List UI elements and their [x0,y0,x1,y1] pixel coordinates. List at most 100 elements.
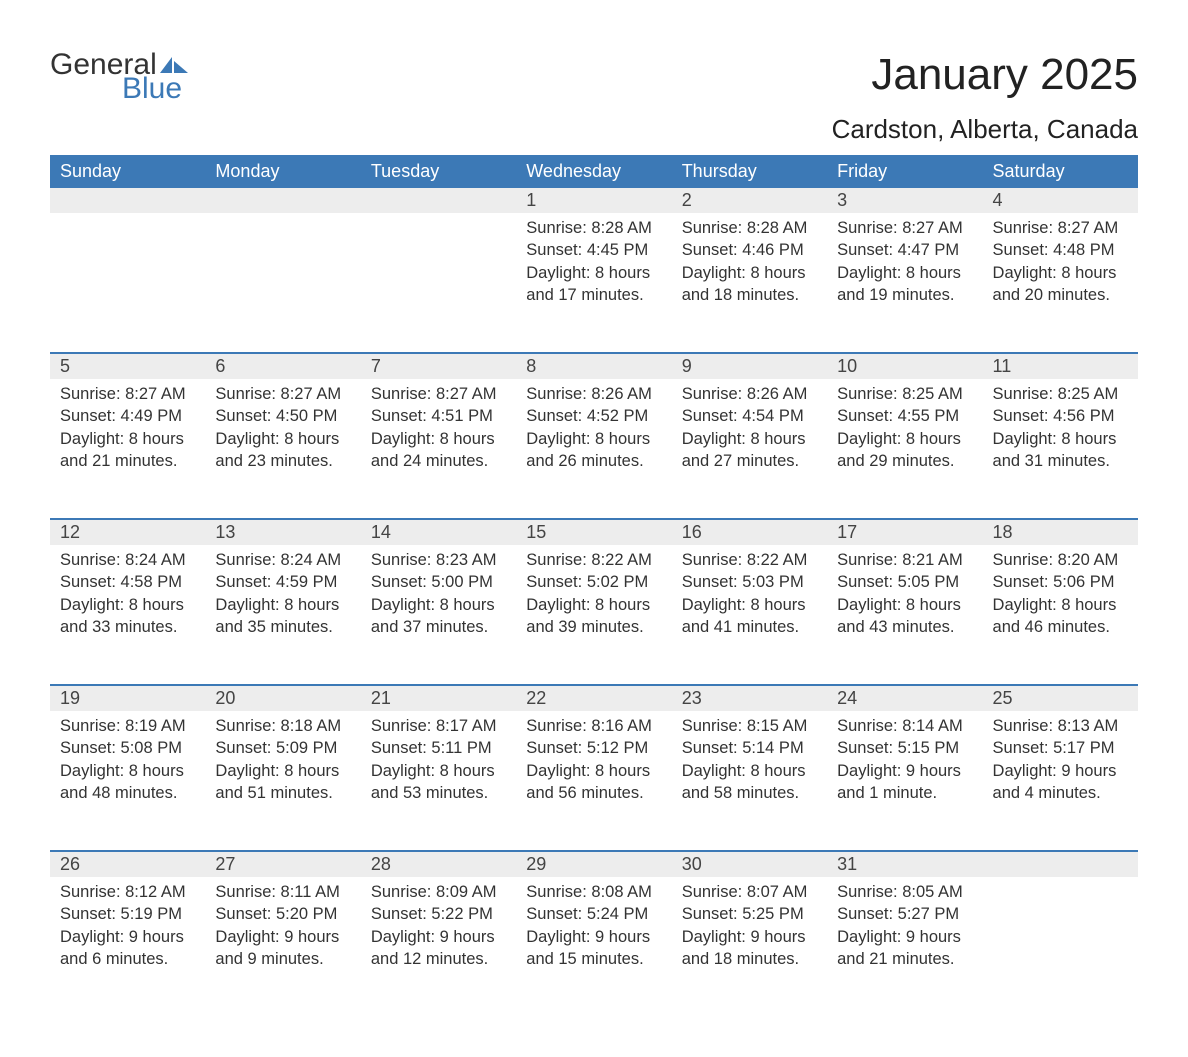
day-content-cell: Sunrise: 8:15 AMSunset: 5:14 PMDaylight:… [672,711,827,851]
sunrise-line-value: 8:27 AM [281,385,342,403]
daylight-line-1-label: Daylight: [371,596,440,614]
daylight-line-1-value: 9 hours [129,928,184,946]
daylight-line-2-value: and 26 minutes. [526,452,643,470]
daylight-line-1-label: Daylight: [526,762,595,780]
sunrise-line: Sunrise: 8:26 AM [526,383,661,405]
daylight-line-1-label: Daylight: [371,762,440,780]
daylight-line-2: and 53 minutes. [371,782,506,804]
daylight-line-2: and 31 minutes. [993,450,1128,472]
sunset-line-value: 4:46 PM [742,241,803,259]
daylight-line-2-value: and 37 minutes. [371,618,488,636]
brand-word-2: Blue [122,74,188,104]
sunset-line: Sunset: 4:45 PM [526,239,661,261]
day-content-cell: Sunrise: 8:22 AMSunset: 5:03 PMDaylight:… [672,545,827,685]
sunset-line-value: 4:49 PM [121,407,182,425]
daylight-line-1: Daylight: 8 hours [371,428,506,450]
sunset-line: Sunset: 5:17 PM [993,737,1128,759]
sunset-line: Sunset: 4:47 PM [837,239,972,261]
day-number: 3 [837,190,847,210]
daylight-line-2-value: and 56 minutes. [526,784,643,802]
sunrise-line: Sunrise: 8:24 AM [215,549,350,571]
day-content-row: Sunrise: 8:28 AMSunset: 4:45 PMDaylight:… [50,213,1138,353]
daylight-line-2-value: and 21 minutes. [837,950,954,968]
weekday-header: Sunday [50,155,205,188]
daylight-line-1-value: 8 hours [284,430,339,448]
sunset-line-label: Sunset: [60,739,121,757]
daylight-line-1-value: 8 hours [284,762,339,780]
daylight-line-1: Daylight: 8 hours [837,594,972,616]
sunset-line-label: Sunset: [371,905,432,923]
sunrise-line-label: Sunrise: [60,385,125,403]
daylight-line-1: Daylight: 8 hours [60,428,195,450]
title-block: January 2025 Cardston, Alberta, Canada [832,50,1138,145]
sunset-line: Sunset: 4:46 PM [682,239,817,261]
day-number-cell: 12 [50,519,205,545]
daylight-line-1-label: Daylight: [837,762,906,780]
sunrise-line: Sunrise: 8:27 AM [371,383,506,405]
sunset-line-label: Sunset: [215,407,276,425]
daylight-line-2-value: and 4 minutes. [993,784,1101,802]
sunset-line-value: 5:12 PM [587,739,648,757]
sunrise-line-value: 8:19 AM [125,717,186,735]
daylight-line-2-value: and 29 minutes. [837,452,954,470]
day-number-cell: 7 [361,353,516,379]
day-number: 11 [993,356,1012,376]
daylight-line-2: and 39 minutes. [526,616,661,638]
daylight-line-1: Daylight: 8 hours [215,760,350,782]
daylight-line-1-value: 8 hours [440,596,495,614]
daylight-line-1-label: Daylight: [526,430,595,448]
day-number: 8 [526,356,536,376]
weekday-header: Monday [205,155,360,188]
day-number-cell: 16 [672,519,827,545]
sunrise-line-label: Sunrise: [215,717,280,735]
day-number-cell: 19 [50,685,205,711]
sunset-line-value: 5:27 PM [898,905,959,923]
sunset-line-label: Sunset: [371,739,432,757]
day-number-row: 567891011 [50,353,1138,379]
daylight-line-2-value: and 24 minutes. [371,452,488,470]
daylight-line-1: Daylight: 8 hours [60,760,195,782]
daylight-line-2-value: and 51 minutes. [215,784,332,802]
daylight-line-2-value: and 20 minutes. [993,286,1110,304]
sunrise-line-label: Sunrise: [837,385,902,403]
day-content-row: Sunrise: 8:27 AMSunset: 4:49 PMDaylight:… [50,379,1138,519]
sunset-line-value: 5:19 PM [121,905,182,923]
daylight-line-2: and 41 minutes. [682,616,817,638]
sunset-line-label: Sunset: [215,905,276,923]
sunset-line-value: 5:22 PM [431,905,492,923]
day-number-cell: 17 [827,519,982,545]
sunset-line-label: Sunset: [60,573,121,591]
daylight-line-2-value: and 46 minutes. [993,618,1110,636]
daylight-line-1-value: 8 hours [440,762,495,780]
daylight-line-2: and 48 minutes. [60,782,195,804]
daylight-line-1-label: Daylight: [682,596,751,614]
sunrise-line-value: 8:24 AM [281,551,342,569]
sunrise-line: Sunrise: 8:25 AM [993,383,1128,405]
sunrise-line-label: Sunrise: [60,551,125,569]
daylight-line-2: and 9 minutes. [215,948,350,970]
day-number-cell: 26 [50,851,205,877]
day-content-cell: Sunrise: 8:17 AMSunset: 5:11 PMDaylight:… [361,711,516,851]
sunrise-line: Sunrise: 8:27 AM [60,383,195,405]
daylight-line-2-value: and 6 minutes. [60,950,168,968]
day-number-cell: 8 [516,353,671,379]
weekday-header: Thursday [672,155,827,188]
daylight-line-2-value: and 58 minutes. [682,784,799,802]
sunrise-line: Sunrise: 8:22 AM [682,549,817,571]
day-content-cell: Sunrise: 8:28 AMSunset: 4:46 PMDaylight:… [672,213,827,353]
sunset-line-label: Sunset: [526,241,587,259]
sunset-line: Sunset: 5:00 PM [371,571,506,593]
sunset-line-label: Sunset: [371,573,432,591]
day-number: 30 [682,854,702,874]
sunset-line: Sunset: 5:08 PM [60,737,195,759]
sunset-line: Sunset: 4:49 PM [60,405,195,427]
daylight-line-2: and 20 minutes. [993,284,1128,306]
daylight-line-1: Daylight: 9 hours [682,926,817,948]
weekday-header: Friday [827,155,982,188]
sunrise-line-value: 8:18 AM [281,717,342,735]
daylight-line-1: Daylight: 8 hours [837,428,972,450]
sunrise-line-value: 8:23 AM [436,551,497,569]
sunrise-line-value: 8:28 AM [747,219,808,237]
daylight-line-2-value: and 9 minutes. [215,950,323,968]
daylight-line-1-value: 8 hours [906,596,961,614]
